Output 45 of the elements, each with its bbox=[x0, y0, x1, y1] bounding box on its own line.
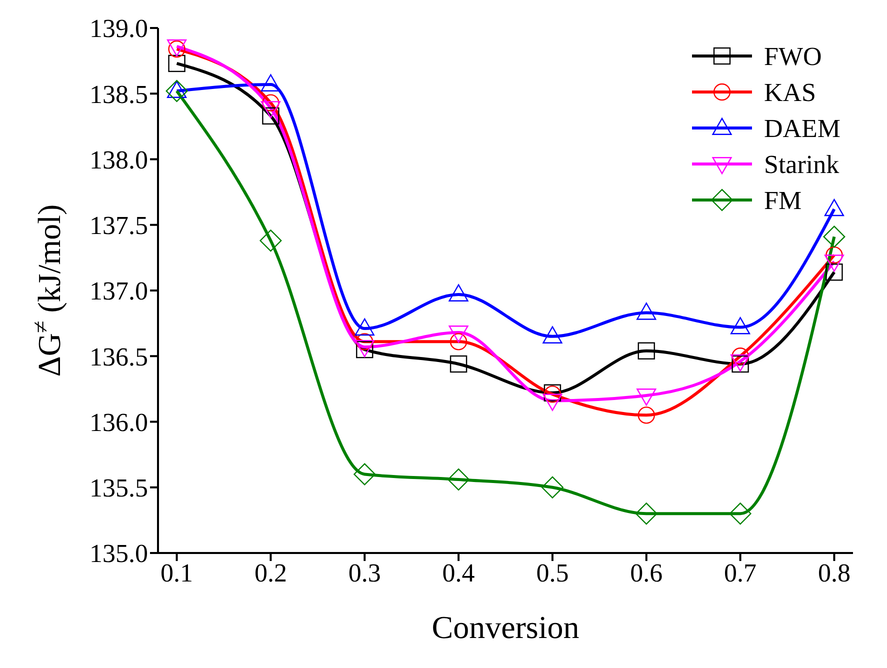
point bbox=[635, 502, 658, 525]
point bbox=[826, 264, 843, 281]
legend-label: FWO bbox=[764, 42, 822, 71]
point bbox=[168, 54, 186, 72]
y-tick-label: 138.5 bbox=[90, 80, 148, 109]
x-tick-label: 0.3 bbox=[348, 558, 381, 588]
y-tick-label: 139.0 bbox=[90, 14, 148, 44]
x-tick-label: 0.4 bbox=[442, 558, 475, 588]
y-tick-label: 136.0 bbox=[90, 408, 148, 437]
point bbox=[636, 388, 656, 406]
point bbox=[166, 80, 188, 102]
point bbox=[823, 226, 846, 248]
point bbox=[448, 468, 470, 490]
point bbox=[826, 246, 843, 264]
point bbox=[732, 348, 749, 365]
legend-label: DAEM bbox=[764, 114, 841, 143]
legend-label: FM bbox=[764, 186, 802, 215]
x-axis-title: Conversion bbox=[432, 609, 580, 645]
point bbox=[541, 476, 564, 498]
point bbox=[262, 107, 280, 125]
y-tick-label: 137.5 bbox=[90, 211, 148, 240]
legend-label: KAS bbox=[764, 78, 816, 107]
x-tick-label: 0.1 bbox=[160, 558, 194, 588]
y-tick-label: 138.0 bbox=[90, 145, 148, 174]
point bbox=[354, 463, 376, 486]
point bbox=[450, 355, 468, 373]
point bbox=[356, 333, 374, 350]
point bbox=[824, 254, 844, 272]
x-tick-label: 0.8 bbox=[818, 558, 850, 588]
point bbox=[638, 406, 655, 424]
point bbox=[729, 502, 752, 525]
point bbox=[638, 342, 655, 360]
x-tick-label: 0.7 bbox=[724, 558, 757, 588]
legend-label: Starink bbox=[764, 150, 840, 179]
point bbox=[262, 94, 280, 112]
y-tick-label: 135.5 bbox=[90, 474, 148, 503]
x-tick-label: 0.6 bbox=[630, 558, 663, 588]
point bbox=[542, 394, 562, 411]
x-tick-label: 0.2 bbox=[254, 558, 287, 588]
x-tick-label: 0.5 bbox=[536, 558, 569, 588]
point bbox=[450, 333, 468, 350]
y-tick-label: 137.0 bbox=[90, 276, 148, 306]
point bbox=[260, 230, 282, 252]
y-tick-label: 135.0 bbox=[90, 539, 148, 568]
y-tick-label: 136.5 bbox=[90, 342, 148, 372]
